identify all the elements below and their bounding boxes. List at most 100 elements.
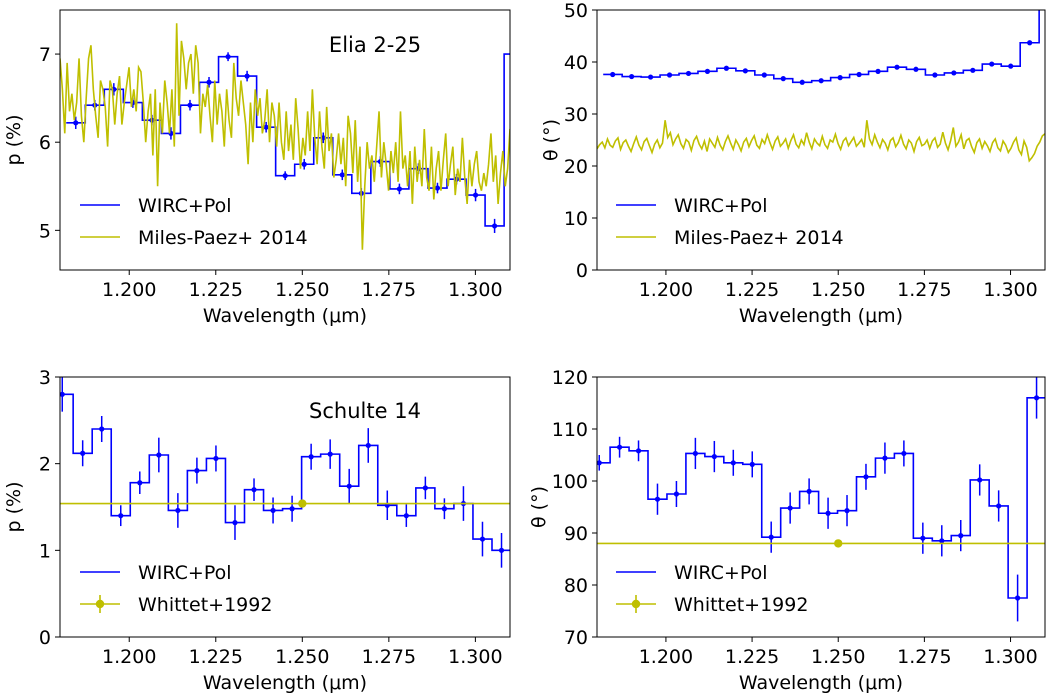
data-point-wirc — [327, 451, 333, 457]
data-point-wirc — [156, 452, 162, 458]
data-point-wirc — [346, 483, 352, 489]
data-point-wirc — [301, 161, 307, 167]
x-tick-label: 1.275 — [362, 646, 416, 668]
x-tick-label: 1.200 — [639, 279, 693, 301]
data-point-wirc — [616, 444, 623, 450]
data-point-wirc — [723, 65, 730, 71]
data-point-wirc — [339, 172, 345, 178]
chart-panel-p_schulte: 1.200 1.225 1.250 1.275 1.300 0 1 2 3 Wavelength … — [3, 367, 511, 694]
legend-label: Miles-Paez+ 2014 — [138, 227, 308, 249]
data-point-wirc — [920, 535, 926, 541]
series-line-miles-paez — [60, 23, 510, 250]
y-tick-label: 110 — [552, 419, 588, 441]
plot-area — [597, 377, 1045, 622]
data-point-wirc — [996, 503, 1002, 509]
data-point-wirc — [137, 480, 143, 486]
data-point-wirc — [977, 477, 983, 483]
series-step-wirc — [66, 53, 510, 227]
data-point-wirc — [825, 510, 831, 516]
data-point-wirc — [175, 507, 181, 514]
x-tick-label: 1.275 — [362, 279, 416, 301]
legend-label: WIRC+Pol — [138, 195, 232, 217]
x-tick-label: 1.250 — [811, 279, 865, 301]
data-point-wirc — [434, 185, 441, 191]
y-tick-label: 10 — [564, 208, 588, 230]
axes-frame — [596, 9, 1046, 271]
legend: WIRC+Pol Whittet+1992 — [616, 562, 808, 616]
data-point-wirc — [1027, 40, 1033, 46]
x-axis-label: Wavelength (μm) — [739, 305, 903, 327]
y-tick-label: 0 — [39, 627, 51, 649]
data-point-wirc — [73, 120, 79, 126]
chart-panel-p_elia: 1.200 1.225 1.250 1.275 1.300 5 6 7 Wavelength (… — [3, 9, 516, 327]
series-step-wirc — [60, 393, 510, 552]
data-point-wirc — [635, 448, 642, 454]
y-tick-label: 7 — [39, 44, 51, 66]
chart-title: Elia 2-25 — [329, 33, 421, 57]
data-point-wirc — [118, 513, 124, 519]
x-tick-label: 1.250 — [811, 646, 865, 668]
data-point-wirc — [768, 534, 774, 540]
data-point-wirc — [80, 450, 86, 456]
data-point-wirc — [711, 453, 717, 460]
data-point-wirc — [901, 450, 907, 457]
x-tick-label: 1.250 — [275, 279, 329, 301]
x-tick-label: 1.250 — [275, 646, 329, 668]
data-point-wirc — [472, 192, 479, 198]
y-axis-label: p (%) — [3, 115, 25, 166]
y-axis-label: θ (°) — [540, 119, 562, 161]
data-point-wirc — [932, 72, 938, 78]
data-point-wirc — [654, 496, 661, 502]
data-point-wirc — [479, 536, 486, 542]
data-point-wirc — [780, 76, 786, 82]
data-point-wirc — [511, 51, 516, 56]
data-point-wirc — [396, 186, 403, 192]
axes-frame — [59, 9, 511, 271]
x-tick-label: 1.275 — [897, 646, 951, 668]
data-point-wirc — [491, 223, 498, 229]
legend: WIRC+Pol Whittet+1992 — [80, 562, 272, 616]
x-tick-label: 1.225 — [725, 279, 779, 301]
legend-label: WIRC+Pol — [138, 562, 232, 584]
data-point-wirc — [882, 455, 888, 461]
data-point-wirc — [761, 72, 767, 78]
data-point-wirc — [749, 461, 755, 467]
y-tick-label: 90 — [564, 523, 588, 545]
axes-frame — [596, 376, 1046, 638]
data-point-wirc — [666, 72, 673, 78]
legend-label: WIRC+Pol — [674, 195, 768, 217]
data-point-wirc — [213, 455, 219, 462]
chart-title: Schulte 14 — [309, 399, 421, 423]
data-point-wirc — [913, 66, 919, 72]
x-tick-label: 1.200 — [102, 646, 156, 668]
legend: WIRC+Pol Miles-Paez+ 2014 — [80, 195, 308, 249]
data-point-wirc — [894, 64, 900, 70]
y-tick-label: 40 — [564, 52, 588, 74]
data-point-wirc — [441, 506, 448, 512]
data-point-wirc — [958, 533, 964, 539]
data-point-wirc — [875, 68, 881, 74]
data-point-wirc — [251, 487, 257, 493]
data-point-wirc — [498, 547, 505, 553]
y-tick-label: 1 — [39, 540, 51, 562]
x-tick-label: 1.300 — [983, 646, 1037, 668]
x-tick-label: 1.275 — [897, 279, 951, 301]
x-tick-label: 1.225 — [725, 646, 779, 668]
x-tick-label: 1.300 — [448, 279, 502, 301]
data-point-wirc — [270, 507, 276, 514]
y-tick-label: 50 — [564, 0, 588, 22]
data-point-wirc — [951, 70, 957, 76]
y-tick-label: 2 — [39, 454, 51, 476]
data-point-wirc — [403, 513, 409, 519]
x-tick-label: 1.300 — [448, 646, 502, 668]
series-step-wirc — [603, 10, 1040, 84]
data-point-wirc — [610, 71, 616, 78]
data-point-wirc — [187, 102, 193, 108]
legend-label: WIRC+Pol — [674, 562, 768, 584]
x-tick-label: 1.200 — [639, 646, 693, 668]
data-point-wirc — [799, 79, 805, 85]
data-point-wirc — [629, 73, 635, 80]
chart-panel-theta_elia: 1.200 1.225 1.250 1.275 1.300 0 10 20 30 40 50 Wave… — [540, 0, 1046, 327]
data-point-wirc — [225, 54, 231, 60]
y-tick-label: 5 — [39, 220, 51, 242]
